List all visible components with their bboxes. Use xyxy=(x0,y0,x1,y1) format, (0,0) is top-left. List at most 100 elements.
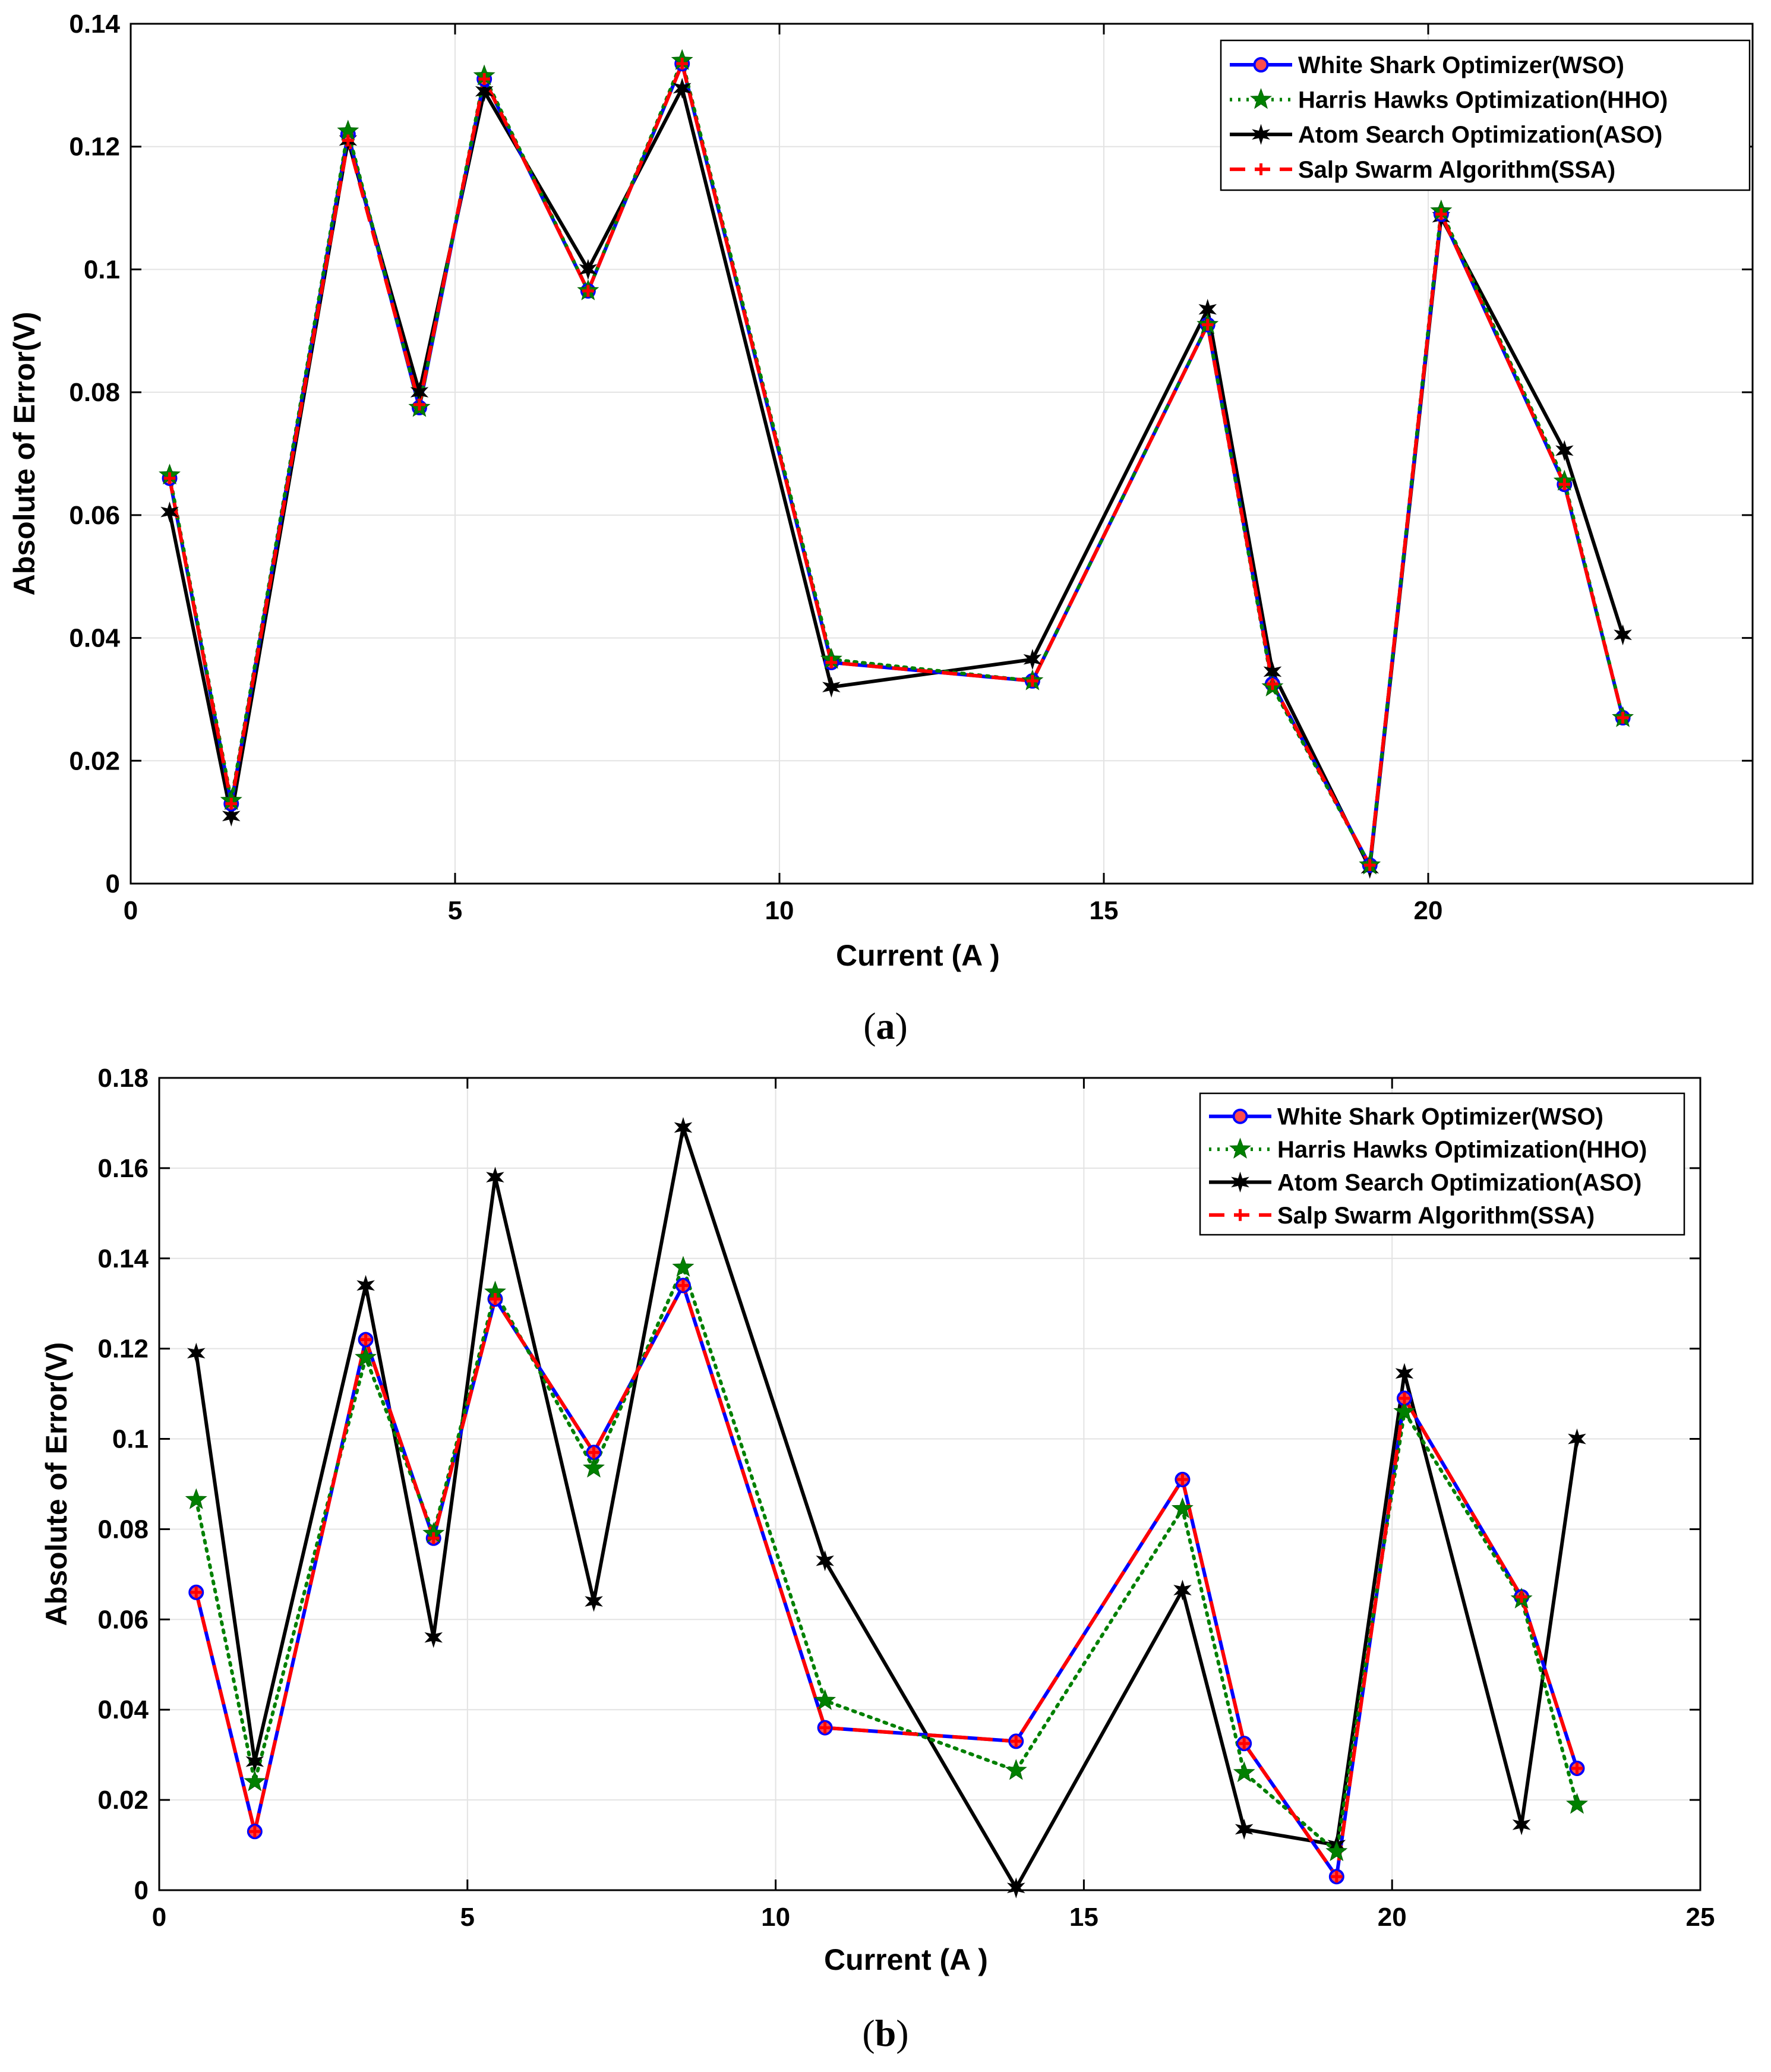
data-point-aso xyxy=(585,1591,603,1612)
series-line-ssa xyxy=(194,1283,1579,1879)
y-tick-label: 0.04 xyxy=(97,1695,149,1724)
data-point-ssa xyxy=(413,398,425,411)
y-tick-label: 0.12 xyxy=(69,133,120,162)
x-tick-label: 0 xyxy=(152,1903,166,1932)
legend-marker-wso xyxy=(1232,1108,1248,1124)
y-tick-label: 0.04 xyxy=(69,624,120,653)
data-point-ssa xyxy=(825,656,838,668)
series-aso xyxy=(168,86,1625,871)
data-point-ssa xyxy=(1435,208,1447,220)
x-tick-label: 10 xyxy=(761,1903,790,1932)
legend-label-aso: Atom Search Optimization(ASO) xyxy=(1277,1169,1641,1196)
data-point-ssa xyxy=(582,285,594,297)
data-point-hho xyxy=(672,1256,694,1277)
y-axis-label: Absolute of Error(V) xyxy=(40,1342,73,1626)
series-line-aso xyxy=(168,86,1625,871)
data-point-aso xyxy=(1173,1579,1192,1601)
data-point-aso xyxy=(822,676,841,698)
data-point-ssa xyxy=(588,1446,600,1459)
data-point-ssa xyxy=(359,1333,372,1346)
legend-label-ssa: Salp Swarm Algorithm(SSA) xyxy=(1277,1203,1595,1229)
data-point-aso xyxy=(1555,440,1574,461)
data-point-hho xyxy=(583,1456,605,1478)
data-point-ssa xyxy=(1201,318,1214,331)
y-tick-label: 0 xyxy=(134,1876,149,1905)
legend-marker-aso xyxy=(1231,1171,1249,1193)
legend-marker-ssa xyxy=(1255,163,1267,175)
data-point-aso xyxy=(674,1117,693,1139)
series-hho xyxy=(194,1266,1579,1854)
data-point-hho xyxy=(1233,1761,1255,1783)
legend-label-wso: White Shark Optimizer(WSO) xyxy=(1277,1104,1603,1130)
legend: White Shark Optimizer(WSO) Harris Hawks O… xyxy=(1220,39,1751,191)
legend-marker-hho xyxy=(1250,88,1272,109)
data-point-aso xyxy=(475,81,494,102)
legend-marker-aso xyxy=(1252,124,1270,145)
data-point-aso xyxy=(816,1550,834,1572)
y-tick-label: 0.18 xyxy=(97,1064,149,1093)
data-point-ssa xyxy=(190,1586,203,1598)
y-tick-label: 0 xyxy=(106,869,120,898)
series-line-hho xyxy=(194,1266,1579,1854)
y-axis-label: Absolute of Error(V) xyxy=(8,312,41,596)
chart-a: 0 5 10 15 20 0 0.02 0.04 0.06 0.08 0.1 0.12 0.14 Curr… xyxy=(8,10,1754,972)
data-point-ssa xyxy=(1330,1871,1343,1883)
series-wso xyxy=(194,1283,1579,1879)
caption-b: (b) xyxy=(862,2012,909,2054)
data-point-hho xyxy=(1325,1840,1348,1862)
y-tick-label: 0.02 xyxy=(69,746,120,775)
data-point-ssa xyxy=(489,1293,501,1305)
data-point-ssa xyxy=(677,1279,689,1292)
caption-b-letter: b xyxy=(875,2012,896,2054)
data-point-hho xyxy=(1171,1497,1194,1518)
data-point-ssa xyxy=(1617,711,1629,724)
y-tick-label: 0.16 xyxy=(97,1154,149,1183)
data-point-aso xyxy=(1395,1363,1414,1385)
y-tick-label: 0.06 xyxy=(69,501,120,530)
legend-label-hho: Harris Hawks Optimization(HHO) xyxy=(1298,87,1668,113)
y-tick-label: 0.1 xyxy=(84,255,120,284)
data-point-aso xyxy=(424,1627,443,1648)
markers-ssa xyxy=(190,1279,1583,1883)
x-axis-label: Current (A ) xyxy=(836,939,1000,972)
data-point-aso xyxy=(1568,1428,1586,1450)
legend-label-hho: Harris Hawks Optimization(HHO) xyxy=(1277,1137,1647,1163)
x-tick-label: 10 xyxy=(765,896,794,925)
legend-box xyxy=(1199,1092,1685,1236)
series-line-wso xyxy=(194,1283,1579,1879)
data-point-aso xyxy=(1614,624,1632,646)
data-point-ssa xyxy=(1516,1591,1528,1603)
series-aso xyxy=(194,1125,1579,1890)
data-point-ssa xyxy=(163,472,176,484)
data-point-ssa xyxy=(819,1721,831,1734)
caption-a-letter: a xyxy=(876,1005,895,1047)
data-point-ssa xyxy=(478,73,491,86)
y-tick-label: 0.08 xyxy=(69,378,120,407)
data-point-ssa xyxy=(1266,678,1278,690)
data-point-hho xyxy=(1393,1400,1416,1421)
legend-label-ssa: Salp Swarm Algorithm(SSA) xyxy=(1298,157,1615,183)
y-tick-label: 0.14 xyxy=(97,1244,149,1273)
x-tick-label: 5 xyxy=(460,1903,475,1932)
data-point-ssa xyxy=(1176,1473,1189,1486)
data-point-aso xyxy=(1512,1814,1531,1836)
markers-aso xyxy=(187,1117,1586,1898)
data-point-ssa xyxy=(1558,478,1571,491)
legend: White Shark Optimizer(WSO) Harris Hawks O… xyxy=(1199,1092,1685,1236)
legend-label-wso: White Shark Optimizer(WSO) xyxy=(1298,52,1624,78)
x-tick-label: 5 xyxy=(448,896,462,925)
data-point-hho xyxy=(185,1488,207,1509)
markers-ssa xyxy=(163,58,1629,871)
data-point-aso xyxy=(187,1342,206,1364)
x-tick-label: 20 xyxy=(1378,1903,1407,1932)
legend-marker-hho xyxy=(1229,1137,1251,1159)
data-point-ssa xyxy=(1026,674,1038,687)
chart-b: 0 5 10 15 20 25 0 0.02 0.04 0.06 0.08 0.1 0.12 0.14 0.… xyxy=(40,1064,1715,1976)
data-point-hho xyxy=(355,1346,377,1367)
data-point-ssa xyxy=(1238,1737,1251,1750)
data-point-aso xyxy=(673,77,692,99)
data-point-hho xyxy=(814,1689,836,1710)
y-tick-label: 0.1 xyxy=(112,1425,149,1454)
legend-marker-ssa xyxy=(1234,1209,1246,1221)
